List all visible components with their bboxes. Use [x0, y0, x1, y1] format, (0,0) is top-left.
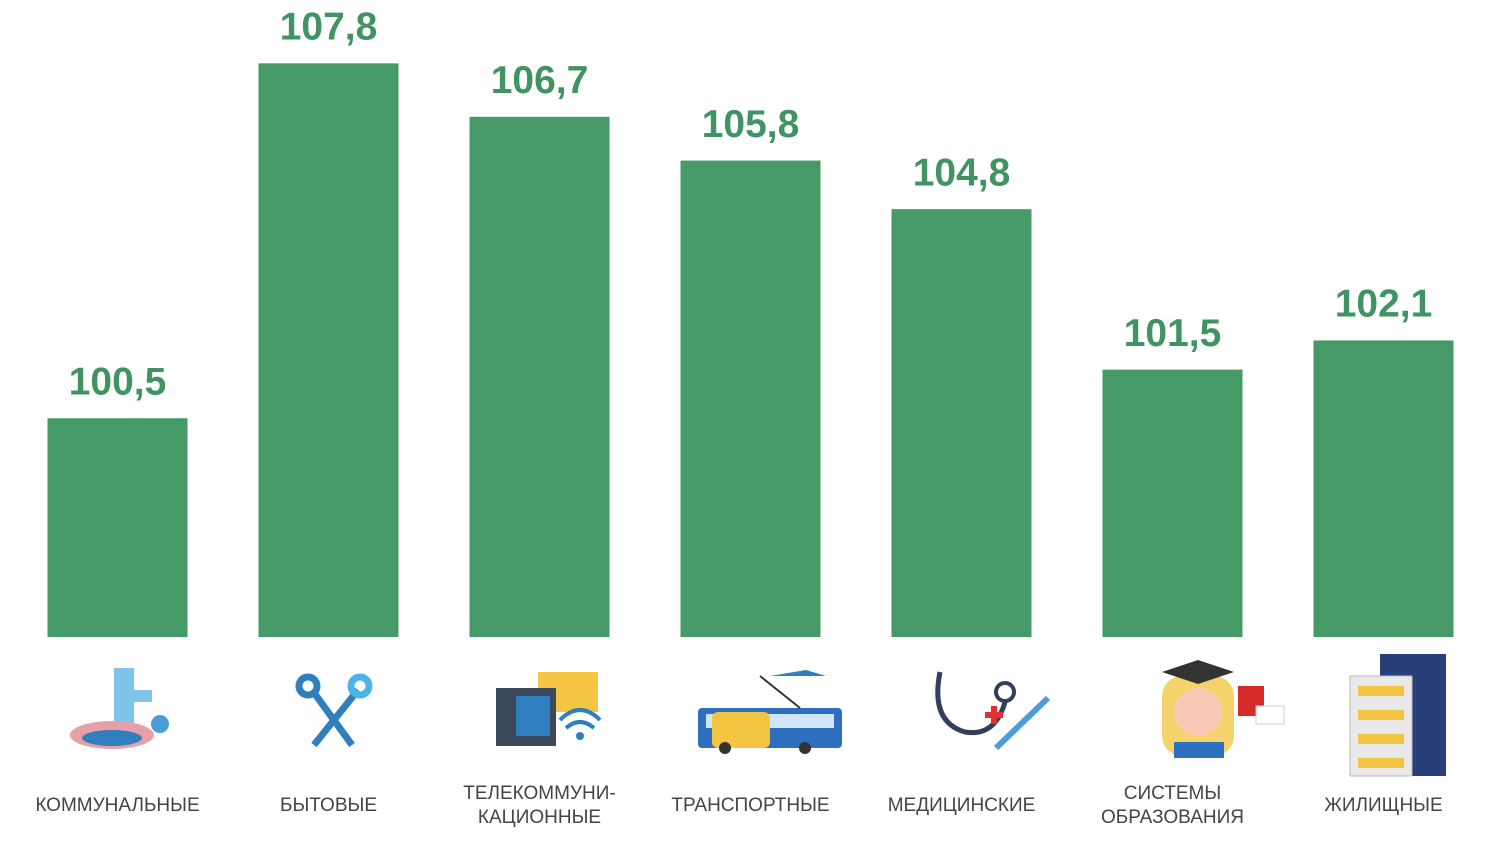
x-tick-label: МЕДИЦИНСКИЕ [888, 795, 1036, 816]
icon-transport [698, 670, 842, 754]
x-tick-label: БЫТОВЫЕ [280, 795, 377, 816]
value-label: 106,7 [491, 59, 589, 102]
value-label: 100,5 [69, 361, 167, 404]
value-label: 102,1 [1335, 283, 1433, 326]
chart: 100,5 КОММУНАЛЬНЫЕ 107,8 БЫТОВЫЕ 106,7 ТЕЛЕКО… [0, 0, 1491, 841]
x-tick-label: ТРАНСПОРТНЫЕ [671, 795, 829, 816]
bar [892, 209, 1032, 637]
x-tick-label: ТЕЛЕКОММУНИ-КАЦИОННЫЕ [463, 783, 615, 828]
bar [681, 161, 821, 637]
bar [470, 117, 610, 637]
bar [48, 418, 188, 637]
value-label: 107,8 [280, 6, 378, 49]
icon-medical [938, 672, 1048, 748]
bar [1314, 340, 1454, 637]
x-tick-label: КОММУНАЛЬНЫЕ [35, 795, 199, 816]
icon-housing [1350, 654, 1446, 776]
icon-household [299, 677, 369, 745]
value-label: 104,8 [913, 151, 1011, 194]
x-tick-label: ЖИЛИЩНЫЕ [1324, 795, 1442, 816]
icon-utilities [70, 668, 169, 749]
icon-education [1162, 660, 1284, 758]
bar [259, 63, 399, 637]
value-label: 105,8 [702, 103, 800, 146]
icon-telecom [496, 672, 600, 746]
icons [70, 654, 1446, 776]
bar [1103, 370, 1243, 637]
value-label: 101,5 [1124, 312, 1222, 355]
